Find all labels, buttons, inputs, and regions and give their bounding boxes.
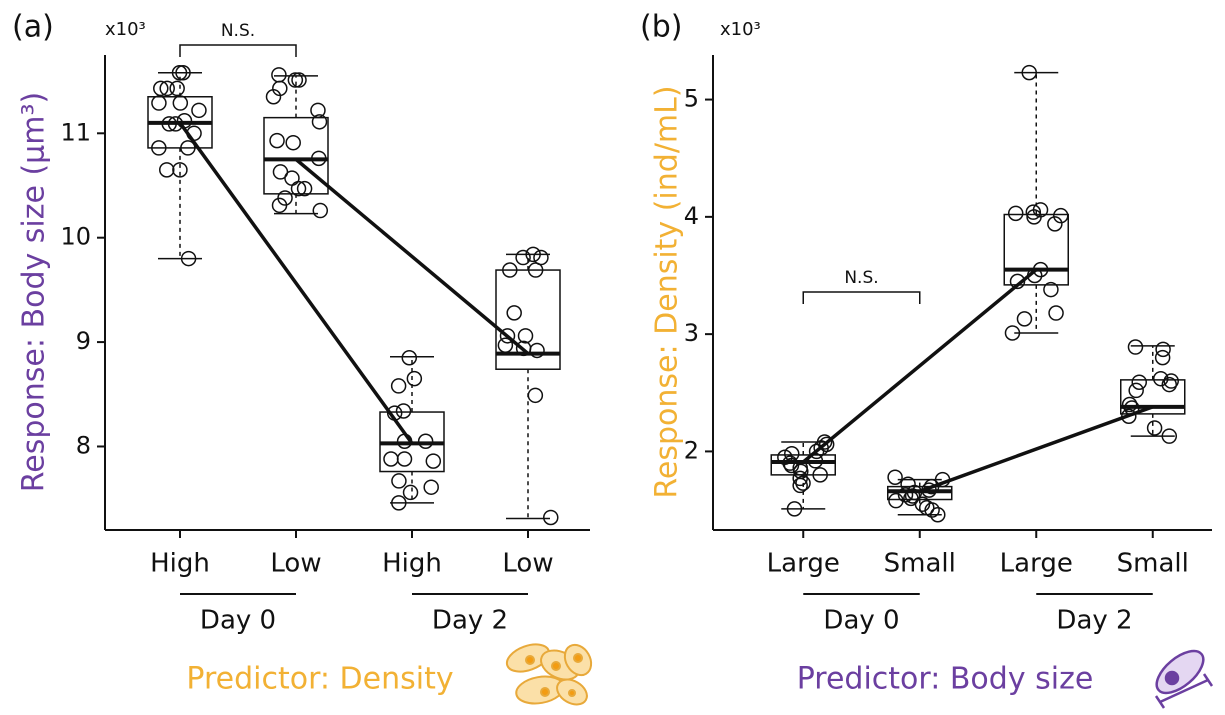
data-point <box>404 485 418 499</box>
data-point <box>402 351 416 365</box>
annotation: N.S. <box>221 21 255 41</box>
y-tick-label: 4 <box>684 202 699 230</box>
data-point <box>498 338 512 352</box>
data-point <box>519 329 533 343</box>
data-point <box>152 96 166 110</box>
data-point <box>426 454 440 468</box>
x-tick-label: High <box>150 549 210 579</box>
x-tick-label: Small <box>884 549 956 579</box>
x-tick-label: Small <box>1117 549 1189 579</box>
y-tick-label: 8 <box>76 431 91 459</box>
y-tick-label: 5 <box>684 85 699 113</box>
data-point <box>270 134 284 148</box>
y-tick-label: 2 <box>684 436 699 464</box>
data-point <box>516 251 530 265</box>
data-point <box>507 306 521 320</box>
y-axis-label: Response: Density (ind/mL) <box>650 85 685 498</box>
panel-label: (b) <box>640 10 682 45</box>
data-point <box>528 388 542 402</box>
box-group <box>148 66 212 266</box>
box-group <box>1004 66 1068 340</box>
data-point <box>285 171 299 185</box>
data-point <box>173 96 187 110</box>
y-tick-label: 10 <box>60 223 91 251</box>
body-size-icon <box>1150 643 1212 708</box>
box-group <box>264 68 328 218</box>
panel-label: (a) <box>12 10 54 45</box>
x-tick-label: Large <box>1000 549 1073 579</box>
y-multiplier: x10³ <box>105 19 146 40</box>
data-point <box>1009 206 1023 220</box>
ns-bracket <box>180 45 296 57</box>
data-point <box>1129 383 1143 397</box>
data-point <box>920 501 934 515</box>
box-group <box>888 470 952 522</box>
box-group <box>496 247 560 524</box>
data-point <box>544 510 558 524</box>
group-label: Day 2 <box>432 606 508 636</box>
data-point <box>407 372 421 386</box>
group-label: Day 0 <box>823 606 899 636</box>
data-point <box>1017 312 1031 326</box>
data-point <box>160 163 174 177</box>
median-connector <box>920 407 1153 491</box>
ns-bracket <box>803 292 920 304</box>
box-group <box>1121 340 1185 443</box>
y-axis-label: Response: Body size (μm³) <box>17 92 52 492</box>
data-point <box>384 452 398 466</box>
density-icon <box>503 639 596 709</box>
x-tick-label: Low <box>502 549 553 579</box>
data-point <box>313 204 327 218</box>
y-tick-label: 9 <box>76 327 91 355</box>
y-multiplier: x10³ <box>720 19 761 40</box>
data-point <box>1132 375 1146 389</box>
group-label: Day 2 <box>1056 606 1132 636</box>
data-point <box>397 404 411 418</box>
data-point <box>392 474 406 488</box>
x-tick-label: Low <box>270 549 321 579</box>
predictor-label: Predictor: Density <box>186 662 453 697</box>
data-point <box>272 68 286 82</box>
y-tick-label: 3 <box>684 319 699 347</box>
data-point <box>419 434 433 448</box>
chart: 8 9 10 11 (a) x10³ Response: Body size (μm³) Pr… <box>0 0 1225 715</box>
annotation: N.S. <box>844 268 878 288</box>
data-point <box>170 81 184 95</box>
data-point <box>392 379 406 393</box>
data-point <box>888 470 902 484</box>
data-point <box>398 452 412 466</box>
data-point <box>177 114 191 128</box>
data-point <box>1156 351 1170 365</box>
box-group <box>771 435 835 516</box>
data-point <box>192 103 206 117</box>
data-point <box>1049 306 1063 320</box>
y-tick-label: 11 <box>60 118 91 146</box>
data-point <box>1148 421 1162 435</box>
median-connector <box>180 123 412 443</box>
x-tick-label: High <box>382 549 442 579</box>
data-point <box>286 136 300 150</box>
x-tick-label: Large <box>767 549 840 579</box>
data-point <box>1128 340 1142 354</box>
group-label: Day 0 <box>200 606 276 636</box>
box-group <box>380 351 444 510</box>
median-connector <box>296 159 528 353</box>
data-point <box>424 480 438 494</box>
predictor-label: Predictor: Body size <box>797 662 1094 697</box>
